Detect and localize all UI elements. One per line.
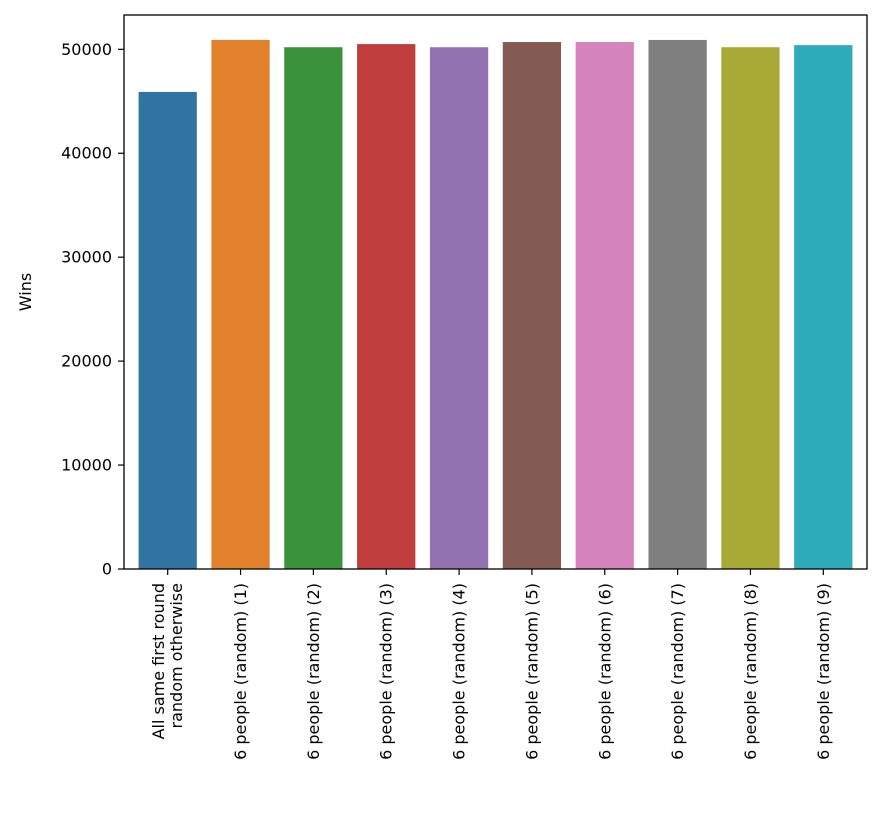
x-tick-label-1: 6 people (random) (1): [231, 583, 250, 760]
x-tick-label-6: 6 people (random) (6): [595, 583, 614, 760]
bar-5: [502, 42, 562, 569]
y-tick-label-4: 40000: [61, 144, 112, 163]
x-axis-ticks: All same first round random otherwise 6 pe…: [149, 569, 833, 760]
bar-2: [284, 47, 343, 570]
x-tick-label-line: 6 people (random) (1): [231, 583, 250, 760]
x-tick-label-9: 6 people (random) (9): [814, 583, 833, 760]
bar-6: [575, 42, 634, 569]
x-tick-label-line: 6 people (random) (7): [668, 583, 687, 760]
x-tick-label-line: 6 people (random) (5): [522, 583, 541, 760]
x-tick-label-7: 6 people (random) (7): [668, 583, 687, 760]
bar-7: [648, 39, 707, 569]
plot-frame: [123, 14, 868, 570]
x-tick-label-line: 6 people (random) (2): [304, 583, 323, 760]
x-tick-label-line: 6 people (random) (3): [377, 583, 396, 760]
x-tick-label-3: 6 people (random) (3): [377, 583, 396, 760]
x-tick-label-line: random otherwise: [167, 583, 186, 728]
x-tick-label-8: 6 people (random) (8): [741, 583, 760, 760]
x-tick-label-line: 6 people (random) (8): [741, 583, 760, 760]
y-tick-label-1: 10000: [61, 456, 112, 475]
x-tick-label-4: 6 people (random) (4): [450, 583, 469, 760]
x-tick-label-5: 6 people (random) (5): [522, 583, 541, 760]
x-tick-label-line: 6 people (random) (4): [450, 583, 469, 760]
x-tick-label-line: 6 people (random) (9): [814, 583, 833, 760]
y-axis-label: Wins: [16, 273, 35, 311]
bar-1: [211, 39, 270, 569]
bars-group: [138, 39, 853, 570]
y-tick-label-2: 20000: [61, 352, 112, 371]
bar-4: [429, 47, 489, 570]
x-tick-label-2: 6 people (random) (2): [304, 583, 323, 760]
x-tick-label-0: All same first round random otherwise: [149, 583, 186, 739]
x-tick-label-line: 6 people (random) (6): [595, 583, 614, 760]
y-tick-label-5: 50000: [61, 40, 112, 59]
bar-8: [721, 47, 780, 570]
y-tick-label-3: 30000: [61, 248, 112, 267]
bar-0: [138, 91, 197, 570]
y-axis-ticks: 0 10000 20000 30000 40000 50000: [61, 40, 124, 579]
x-tick-label-line: All same first round: [149, 583, 168, 739]
bar-9: [794, 45, 853, 569]
y-tick-label-0: 0: [102, 560, 112, 579]
bar-3: [357, 44, 416, 570]
